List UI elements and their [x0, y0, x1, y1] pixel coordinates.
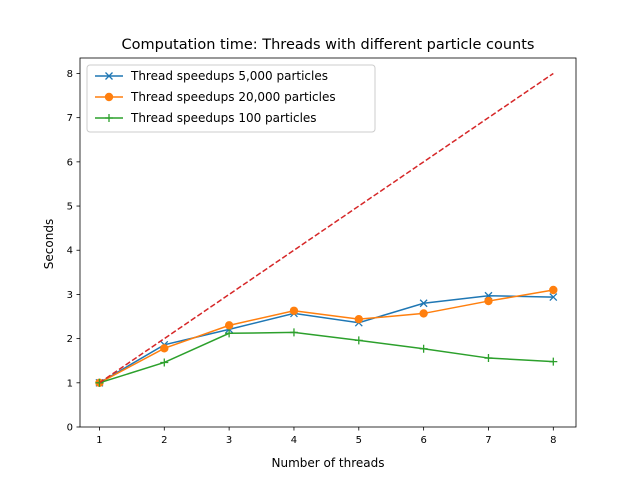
series-2-point [549, 357, 558, 366]
legend-marker [104, 92, 114, 102]
x-axis-label: Number of threads [272, 456, 385, 470]
y-tick-label: 8 [67, 69, 73, 80]
legend-entry: Thread speedups 20,000 particles [130, 90, 336, 104]
x-tick-label: 4 [291, 435, 297, 446]
series-1-point [549, 285, 558, 295]
series-1-point [160, 344, 169, 353]
series-1-point [419, 309, 428, 318]
series-2-point [160, 358, 169, 367]
legend-entry: Thread speedups 5,000 particles [130, 69, 328, 83]
legend-box [86, 64, 376, 133]
y-tick-label: 7 [67, 113, 73, 124]
chart-title: Computation time: Threads with different… [122, 37, 535, 53]
y-tick-label: 4 [67, 246, 73, 257]
series-line-2 [99, 331, 554, 384]
x-tick-label: 5 [356, 435, 362, 446]
x-tick-label: 8 [550, 435, 556, 446]
plot-frame [79, 57, 577, 428]
y-tick-label: 5 [67, 202, 73, 213]
legend-marker [105, 72, 113, 80]
series-1-point [354, 314, 363, 324]
series-line-3 [99, 72, 554, 384]
series-2-point [225, 329, 234, 338]
y-tick-label: 3 [67, 290, 73, 301]
x-tick-label: 3 [226, 435, 232, 446]
series-0-point [549, 293, 558, 302]
series-line-0 [99, 294, 554, 384]
legend: Thread speedups 5,000 particles Thread sp… [86, 64, 376, 133]
y-tick-label: 0 [67, 423, 73, 434]
series-2-point [289, 328, 298, 337]
x-tick-label: 2 [161, 435, 167, 446]
y-axis-label: Seconds [42, 219, 56, 269]
series-3 [99, 72, 554, 384]
series-1 [95, 285, 558, 388]
legend-marker [105, 114, 113, 122]
series-1-point [224, 321, 234, 330]
plot-area [95, 72, 558, 388]
series-2-point [354, 336, 363, 345]
series-0-point [419, 299, 428, 308]
series-0 [95, 291, 558, 387]
x-tick-label: 7 [485, 435, 491, 446]
axes: 1 2 3 4 5 6 7 8 0 1 2 3 4 5 6 7 8 [67, 57, 577, 446]
series-2-point [484, 354, 493, 363]
series-1-point [484, 296, 493, 306]
series-2-point [419, 344, 428, 353]
series-1-point [289, 306, 299, 315]
y-tick-label: 2 [67, 334, 73, 345]
x-tick-label: 6 [420, 435, 426, 446]
series-2 [95, 328, 558, 387]
series-line-1 [99, 289, 554, 384]
x-tick-label: 1 [96, 435, 102, 446]
y-tick-label: 1 [67, 378, 73, 389]
legend-entry: Thread speedups 100 particles [130, 111, 317, 125]
y-tick-label: 6 [67, 157, 73, 168]
